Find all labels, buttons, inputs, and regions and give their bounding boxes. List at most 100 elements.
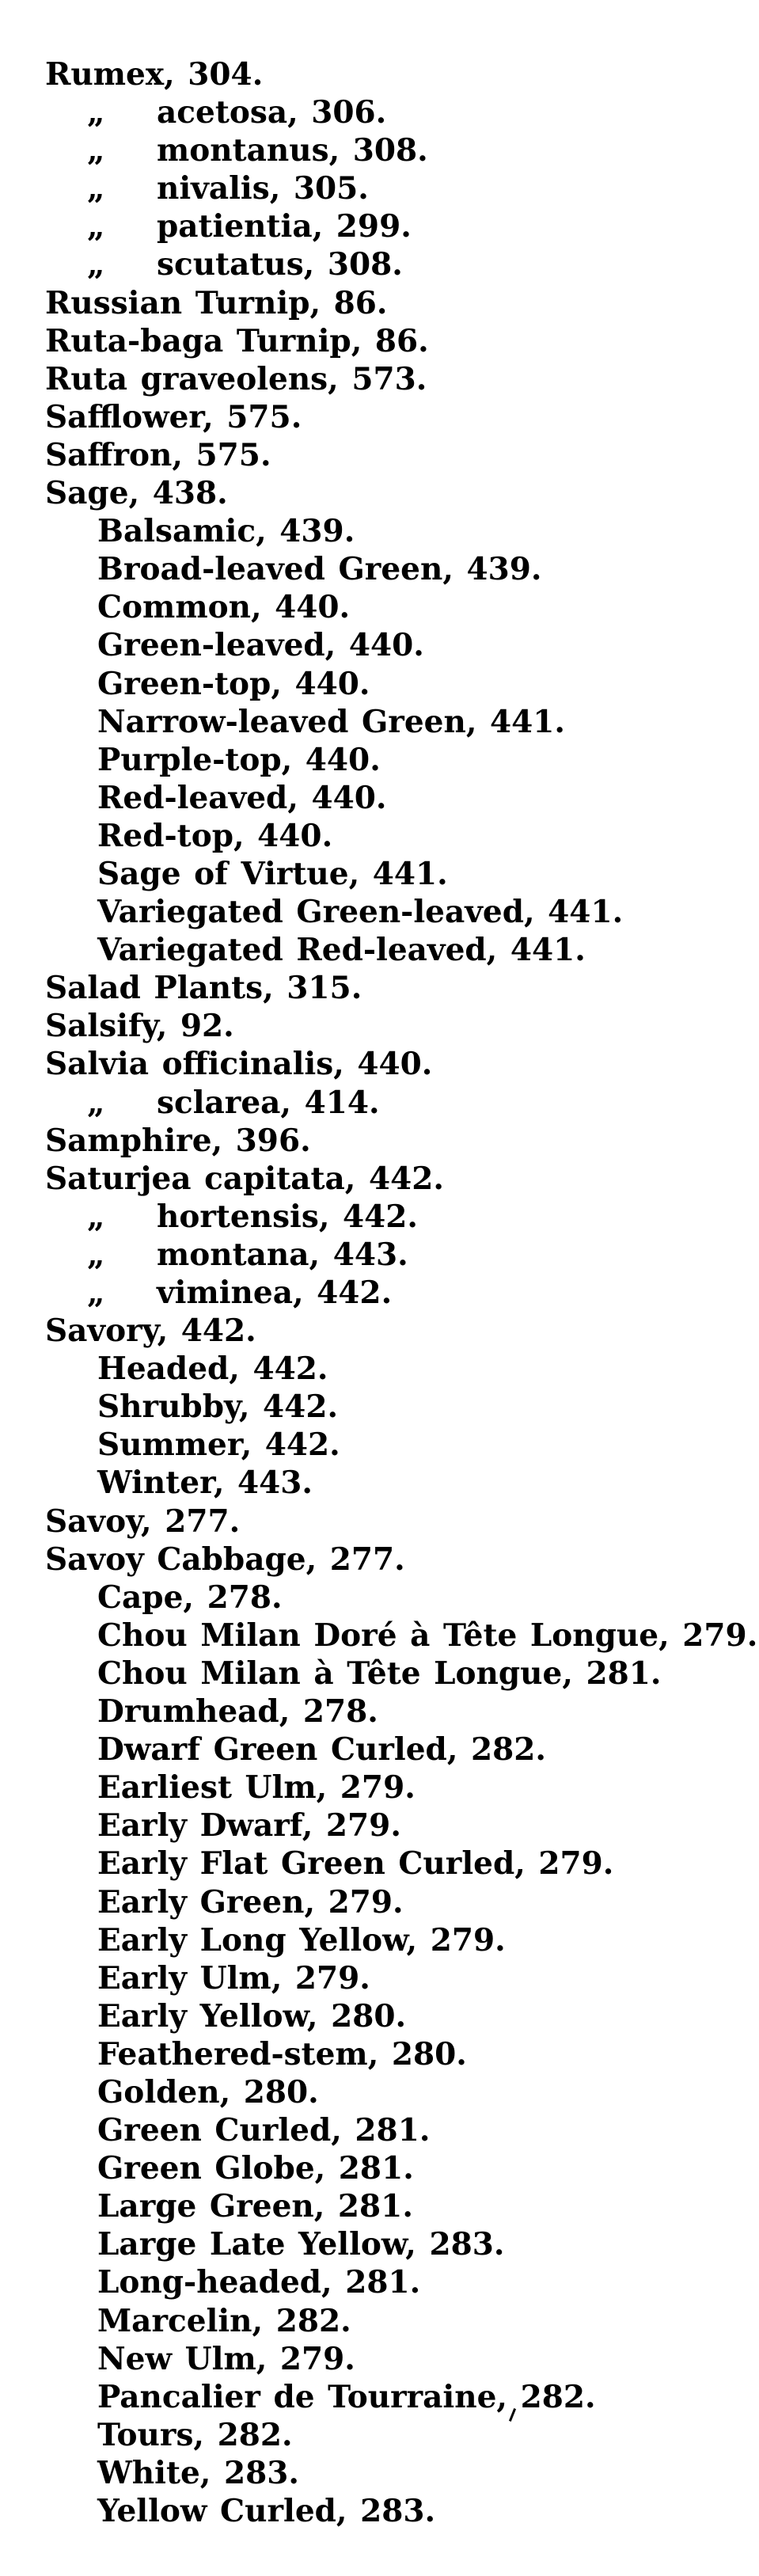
index-entry: Savoy, 277. [0,1503,759,1541]
entry-page-number: 279 [340,1769,405,1807]
entry-separator: , [328,360,352,397]
entry-page-number: 281 [345,2264,410,2301]
entry-separator: , [306,1997,332,2035]
entry-label: Large Green [97,2188,314,2225]
index-entry: Rumex, 304. [0,55,759,93]
entry-page-number: 575 [195,436,260,473]
entry-separator: , [562,1655,586,1692]
entry-terminal-period: . [409,2264,421,2301]
index-entry: Early Flat Green Curled, 279. [0,1845,759,1883]
entry-separator: , [333,1046,358,1083]
entry-separator: , [309,1236,333,1273]
entry-terminal-period: . [340,2302,351,2339]
index-entry: Ruta graveolens, 573. [0,360,759,398]
entry-page-number: 277 [329,1541,395,1578]
entry-page-number: 440 [305,741,370,778]
entry-label: nivalis [157,170,270,207]
entry-terminal-period: . [327,1389,339,1426]
index-entry: Cape, 278. [0,1579,759,1617]
entry-separator: , [351,322,375,359]
index-entry: Green-leaved, 440. [0,626,759,664]
index-entry: Early Yellow, 280. [0,1997,759,2035]
index-entry: Drumhead, 278. [0,1693,759,1731]
entry-page-number: 441 [548,894,613,931]
entry-label: Chou Milan Doré à Tête Longue [97,1617,659,1654]
entry-separator: , [281,741,305,778]
entry-terminal-period: . [308,2073,319,2111]
entry-separator: , [496,2378,521,2415]
entry-label: Saturjea capitata [45,1160,345,1197]
entry-page-number: 92 [180,1008,224,1045]
entry-label: Headed [97,1351,230,1388]
entry-label: hortensis [157,1198,319,1235]
entry-label: Yellow Curled [97,2493,336,2529]
entry-separator: , [348,855,373,892]
entry-label: Earliest Ulm [97,1769,317,1807]
entry-page-number: 280 [243,2073,309,2111]
entry-label: Sage [45,475,129,512]
index-entry: Dwarf Green Curled, 282. [0,1731,759,1769]
entry-terminal-period: . [217,475,228,512]
entry-terminal-period: . [493,2226,505,2263]
entry-page-number: 396 [235,1122,301,1159]
entry-page-number: 281 [338,2150,404,2187]
entry-terminal-period: . [421,1046,433,1083]
entry-terminal-period: . [367,1693,378,1731]
ditto-mark: „ [87,1275,105,1311]
index-entry: Sage, 438. [0,474,759,512]
index-entry: Early Green, 279. [0,1883,759,1921]
ditto-mark: „ [87,132,105,169]
entry-page-number: 442 [180,1313,246,1350]
entry-separator: , [314,2150,339,2187]
index-entry: Russian Turnip, 86. [0,284,759,322]
entry-terminal-period: . [395,1997,407,2035]
entry-separator: , [250,589,275,626]
entry-separator: , [344,1160,369,1197]
entry-page-number: 283 [223,2454,289,2491]
entry-page-number: 440 [348,627,414,664]
entry-terminal-period: . [424,2493,436,2529]
index-entry: Ruta-baga Turnip, 86. [0,322,759,360]
index-entry: „ patientia, 299. [0,207,759,245]
entry-label: Green Curled [97,2112,332,2149]
entry-terminal-period: . [369,1084,380,1121]
entry-label: Common [97,589,251,626]
entry-label: Salad Plants [45,970,264,1007]
index-entry: Purple-top, 440. [0,741,759,779]
entry-label: Early Dwarf [97,1807,302,1845]
entry-separator: , [303,246,328,283]
entry-page-number: 282 [275,2302,341,2339]
index-entry: Large Late Yellow, 283. [0,2225,759,2263]
entry-separator: , [203,398,227,435]
index-entry-list: Rumex, 304. „ acetosa, 306. „ montanus, 308.… [0,55,759,2530]
entry-separator: , [238,1389,264,1426]
entry-separator: , [324,627,349,664]
entry-terminal-period: . [370,741,381,778]
entry-terminal-period: . [271,1579,283,1616]
index-entry: Tours, 282. [0,2416,759,2454]
entry-terminal-period: . [404,1769,416,1807]
entry-label: Green-leaved [97,627,325,664]
index-entry: Pancalier de Tourraine, 282. [0,2378,759,2416]
entry-terminal-period: . [290,398,302,435]
entry-separator: , [193,2416,218,2453]
entry-terminal-period: . [288,2454,299,2491]
entry-separator: , [524,894,548,931]
entry-label: Early Ulm [97,1959,271,1997]
entry-separator: , [219,2073,244,2111]
entry-label: Shrubby [97,1389,239,1426]
entry-terminal-period: . [245,1313,256,1350]
entry-separator: , [229,1351,253,1388]
entry-label: sclarea [157,1084,281,1121]
index-entry: Common, 440. [0,588,759,626]
entry-label: Cape [97,1579,184,1616]
entry-separator: , [287,94,312,131]
entry-page-number: 443 [237,1465,302,1502]
entry-terminal-period: . [394,1541,405,1578]
entry-label: Tours [97,2416,194,2453]
index-entry: Feathered-stem, 280. [0,2035,759,2073]
entry-page-number: 573 [351,360,416,397]
entry-page-number: 308 [352,132,418,169]
entry-label: Salvia officinalis [45,1046,334,1083]
entry-separator: , [312,208,336,245]
